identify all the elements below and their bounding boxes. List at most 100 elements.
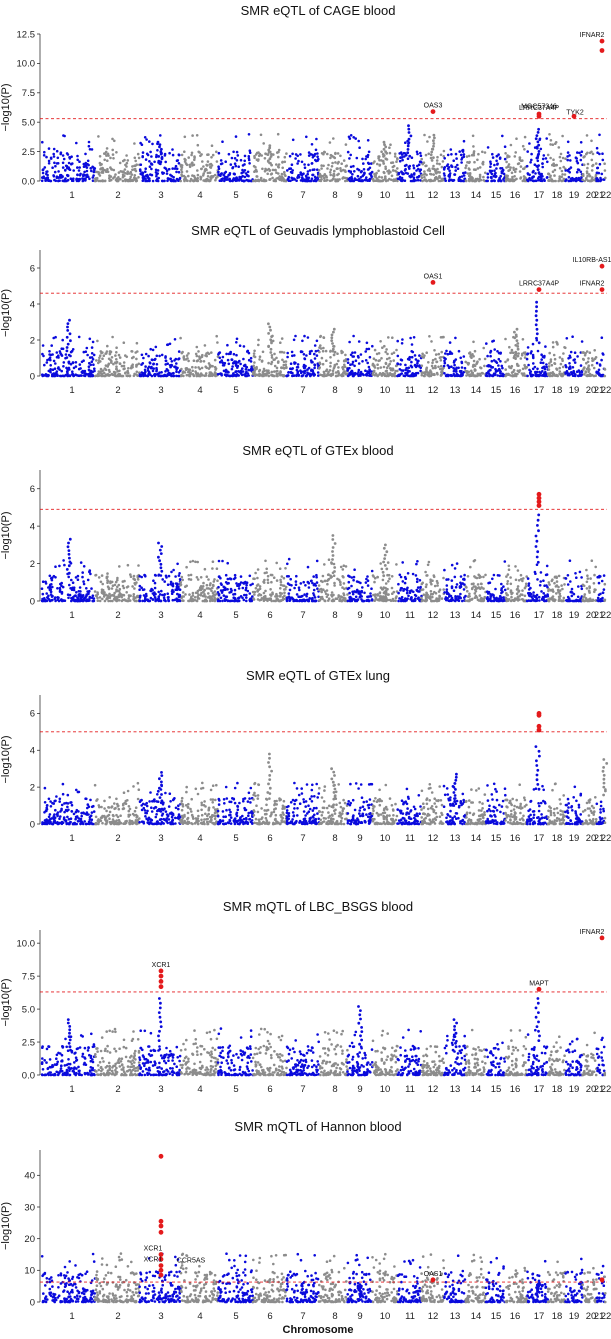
chromosome-14-points (464, 1253, 487, 1304)
x-tick-label: 11 (405, 1311, 415, 1322)
x-tick-label: 10 (380, 190, 391, 201)
chromosome-21-points (595, 1036, 606, 1077)
chromosome-10-points (371, 543, 399, 603)
x-tick-label: 14 (471, 1311, 482, 1322)
significant-point (158, 1267, 164, 1273)
chromosome-3-points (138, 771, 182, 826)
chromosome-4-points (179, 559, 220, 603)
x-tick-label: 9 (357, 1084, 362, 1095)
x-tick-label: 20 (586, 385, 597, 396)
x-tick-label: 22 (601, 1311, 611, 1322)
significant-point (536, 491, 542, 497)
y-tick-label: 0 (30, 371, 35, 382)
y-tick-label: 4 (30, 521, 35, 532)
x-tick-label: 13 (450, 190, 461, 201)
gene-label: XCR1 (152, 962, 171, 969)
x-tick-label: 13 (450, 1084, 461, 1095)
x-tick-label: 4 (197, 190, 202, 201)
y-axis-label: −log10(P) (0, 83, 12, 131)
x-tick-label: 1 (69, 610, 74, 621)
chromosome-13-points (442, 1018, 467, 1077)
x-tick-label: 3 (158, 610, 163, 621)
gene-label: OAS3 (424, 103, 443, 110)
chromosome-3-points (138, 134, 182, 183)
x-tick-label: 10 (380, 833, 391, 844)
chromosome-17-points (525, 300, 550, 378)
chromosome-3-points (138, 1252, 182, 1304)
x-tick-label: 20 (586, 833, 597, 844)
chromosome-14-points (464, 1028, 487, 1077)
chromosome-6-points (251, 322, 288, 378)
chromosome-9-points (346, 334, 374, 378)
panel-title: SMR eQTL of CAGE blood (241, 3, 396, 18)
x-tick-label: 16 (510, 190, 521, 201)
significant-point (158, 1263, 164, 1268)
y-tick-label: 6 (30, 263, 35, 274)
chromosome-2-points (93, 135, 141, 183)
x-tick-label: 18 (552, 833, 563, 844)
x-tick-label: 20 (586, 190, 597, 201)
chromosome-11-points (396, 336, 423, 378)
chromosome-9-points (346, 782, 374, 826)
chromosome-19-points (564, 559, 584, 603)
chromosome-15-points (485, 560, 507, 603)
chromosome-6-points (251, 1253, 288, 1304)
chromosome-12-points (420, 560, 446, 603)
chromosome-16-points (504, 1029, 528, 1077)
x-tick-label: 14 (471, 190, 482, 201)
gene-label: IL10RB-AS1 (573, 257, 611, 264)
gene-label: CCR5AS (177, 1257, 206, 1264)
chromosome-6-points (252, 132, 288, 183)
y-axis-label: −log10(P) (0, 978, 12, 1026)
significant-point (158, 1223, 164, 1229)
x-tick-label: 21 (594, 833, 605, 844)
chromosome-10-points (371, 1029, 399, 1077)
y-tick-label: 12.5 (17, 29, 36, 40)
y-tick-label: 20 (24, 1234, 35, 1245)
x-tick-label: 9 (357, 1311, 362, 1322)
x-tick-label: 15 (491, 1084, 502, 1095)
x-tick-label: 21 (594, 1084, 605, 1095)
y-tick-label: 2.5 (22, 1037, 35, 1048)
significant-point (536, 287, 542, 292)
x-tick-label: 22 (601, 385, 611, 396)
y-axis-label: −log10(P) (0, 511, 12, 559)
chromosome-20-points (581, 559, 598, 603)
chromosome-6-points (251, 1027, 288, 1077)
chromosome-15-points (484, 1041, 507, 1077)
gene-label: XCR1 (144, 1257, 163, 1264)
x-tick-label: 1 (69, 190, 74, 201)
chromosome-22-points (603, 1275, 607, 1304)
y-tick-label: 10.0 (17, 938, 36, 949)
y-tick-label: 30 (24, 1202, 35, 1213)
chromosome-11-points (396, 124, 423, 183)
x-tick-label: 14 (471, 610, 482, 621)
gene-label: OAS1 (424, 273, 443, 280)
y-tick-label: 5.0 (22, 118, 35, 129)
gene-label: IFNAR2 (580, 32, 605, 39)
x-tick-label: 15 (491, 385, 502, 396)
chromosome-8-points (317, 767, 349, 826)
x-tick-label: 7 (300, 610, 305, 621)
significant-point (158, 1218, 164, 1224)
x-tick-label: 9 (357, 610, 362, 621)
chromosome-22-points (603, 582, 607, 603)
chromosome-5-points (216, 781, 255, 826)
gene-label: IFNAR2 (580, 281, 605, 288)
chromosome-15-points (485, 134, 507, 183)
significant-point (536, 503, 542, 508)
x-tick-label: 6 (267, 190, 272, 201)
x-tick-label: 6 (267, 610, 272, 621)
chromosome-20-points (581, 349, 598, 378)
x-tick-label: 9 (357, 190, 362, 201)
chromosome-10-points (371, 140, 399, 183)
x-tick-label: 9 (357, 833, 362, 844)
x-tick-label: 17 (534, 190, 545, 201)
x-tick-label: 7 (300, 833, 305, 844)
x-tick-label: 22 (601, 610, 611, 621)
x-tick-label: 16 (510, 1084, 521, 1095)
chromosome-20-points (581, 796, 598, 826)
y-tick-label: 10 (24, 1266, 35, 1277)
chromosome-15-points (484, 339, 507, 378)
